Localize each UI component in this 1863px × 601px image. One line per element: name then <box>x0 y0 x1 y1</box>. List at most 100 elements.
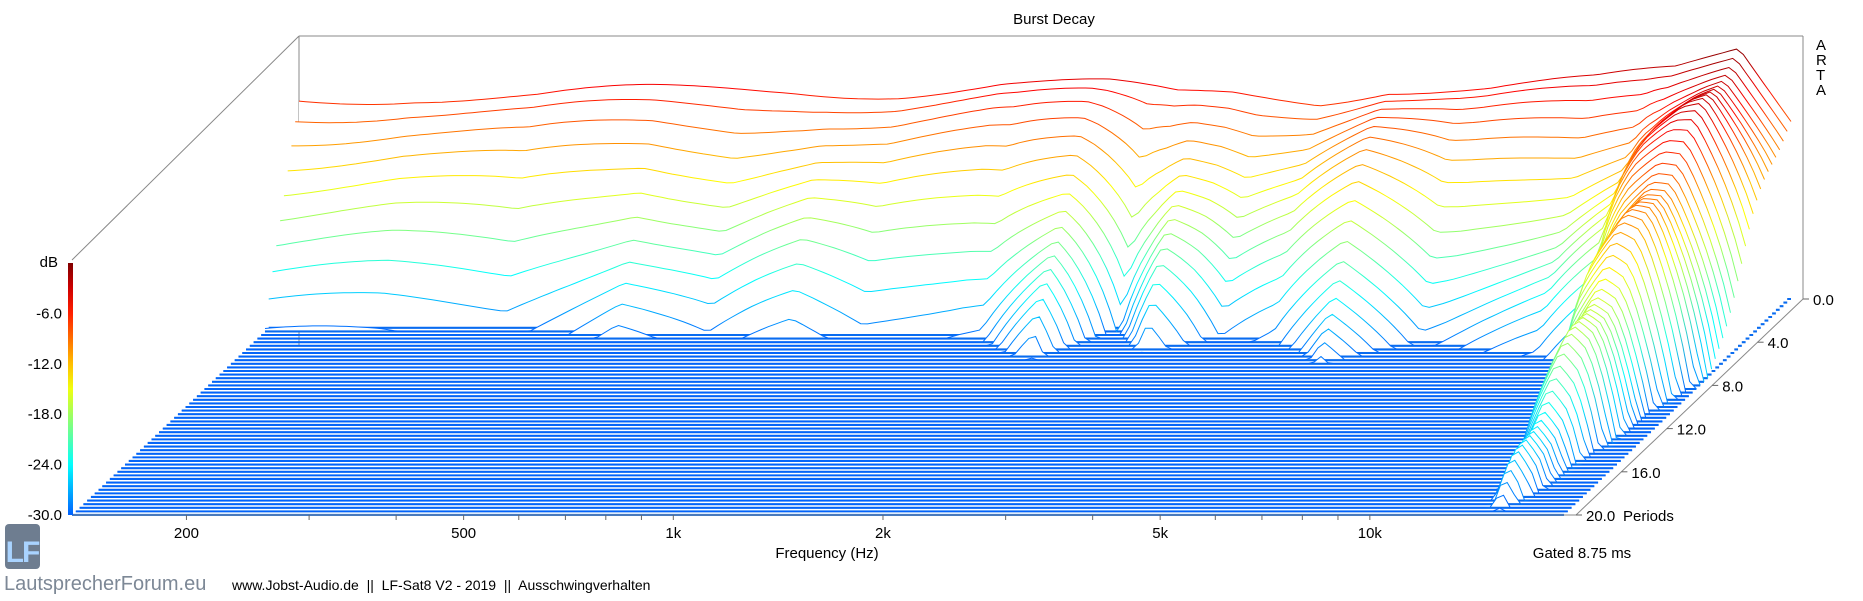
decay-slice <box>75 507 1568 512</box>
decay-slice <box>136 365 1629 455</box>
decay-slice <box>128 390 1621 462</box>
period-axis-unit: Periods <box>1623 508 1674 525</box>
slice-fill <box>125 402 1617 465</box>
decay-slice <box>83 481 1576 505</box>
slice-fill <box>151 327 1644 440</box>
decay-slice <box>249 129 1743 347</box>
decay-slice <box>223 194 1716 372</box>
decay-slice <box>109 430 1602 480</box>
z-tick-label: -12.0 <box>28 356 62 373</box>
decay-slice <box>189 254 1682 404</box>
decay-slice <box>132 378 1625 458</box>
decay-slice <box>140 353 1633 451</box>
decay-slice <box>79 494 1572 509</box>
decay-slice <box>280 85 1773 222</box>
forum-logo: LF LautsprecherForum.eu <box>4 524 206 595</box>
decay-slice <box>230 181 1724 365</box>
decay-slice <box>234 173 1728 361</box>
z-ticks: -6.0 -12.0 -18.0 -24.0 -30.0 <box>28 305 62 524</box>
x-axis-label: Frequency (Hz) <box>775 545 878 562</box>
decay-slice <box>193 242 1686 401</box>
decay-slice <box>170 303 1663 422</box>
waterfall-surface <box>72 48 1792 517</box>
decay-slice <box>238 162 1731 358</box>
x-tick-label: 1k <box>665 525 681 542</box>
decay-slice <box>162 313 1655 430</box>
period-tick-label: 8.0 <box>1722 378 1743 395</box>
decay-slice <box>219 198 1713 376</box>
decay-slice <box>298 48 1792 122</box>
decay-slice <box>106 435 1599 484</box>
decay-slice <box>159 316 1651 433</box>
decay-slice <box>264 97 1758 333</box>
decay-slice <box>246 140 1739 350</box>
decay-slice <box>90 459 1583 498</box>
decay-slice <box>147 333 1640 444</box>
decay-slice <box>174 297 1667 419</box>
decay-slice <box>98 444 1591 491</box>
decay-slice <box>253 119 1747 343</box>
period-tick-label: 12.0 <box>1677 422 1706 439</box>
slice-fill <box>257 110 1750 339</box>
decay-slice <box>200 222 1693 394</box>
decay-slice <box>196 231 1689 397</box>
x-tick-label: 2k <box>875 525 891 542</box>
arta-letter: R <box>1816 52 1827 69</box>
z-tick-label: -6.0 <box>36 305 62 322</box>
decay-slice <box>215 201 1709 379</box>
decay-slice <box>208 208 1701 386</box>
decay-slice <box>272 91 1765 278</box>
chart-title: Burst Decay <box>1013 11 1095 28</box>
decay-slice <box>166 309 1659 426</box>
period-tick-label: 20.0 <box>1586 508 1615 525</box>
logo-box <box>5 524 40 569</box>
decay-slice <box>227 188 1720 368</box>
slice-fill <box>143 343 1636 447</box>
footer-caption: www.Jobst-Audio.de || LF-Sat8 V2 - 2019 … <box>231 577 650 593</box>
decay-slice <box>212 204 1705 383</box>
slice-fill <box>253 119 1746 343</box>
decay-slice <box>117 419 1610 473</box>
decay-slice <box>261 103 1754 336</box>
decay-slice <box>291 66 1784 147</box>
z-tick-label: -24.0 <box>28 457 62 474</box>
arta-letter: A <box>1816 37 1826 54</box>
period-axis-line <box>1575 298 1804 516</box>
decay-slice <box>268 94 1762 312</box>
period-tick-label: 4.0 <box>1768 335 1789 352</box>
colorbar <box>68 263 73 515</box>
z-axis-label: dB <box>40 254 58 271</box>
decay-slice <box>102 439 1595 487</box>
decay-slice <box>295 57 1788 132</box>
x-tick-label: 500 <box>451 525 476 542</box>
frame-diagonal-edge <box>71 35 300 261</box>
decay-slice <box>177 288 1670 415</box>
decay-slice <box>121 411 1614 469</box>
decay-slice <box>185 267 1678 408</box>
z-tick-label: -18.0 <box>28 406 62 423</box>
logo-letters: LF <box>6 536 40 569</box>
arta-letter: T <box>1816 67 1825 84</box>
period-ticks: 0.0 4.0 8.0 12.0 16.0 20.0 <box>1576 292 1834 525</box>
arta-letter: A <box>1816 82 1826 99</box>
x-tick-label: 5k <box>1152 525 1168 542</box>
decay-slice <box>204 214 1697 390</box>
decay-slice <box>94 451 1587 494</box>
decay-slice <box>87 469 1580 502</box>
decay-slice <box>242 151 1735 354</box>
decay-slice <box>155 320 1648 437</box>
x-tick-label: 200 <box>174 525 199 542</box>
decay-slice <box>257 110 1750 340</box>
period-tick-label: 0.0 <box>1813 292 1834 309</box>
gated-annotation: Gated 8.75 ms <box>1533 545 1631 562</box>
logo-text: LautsprecherForum.eu <box>4 573 206 595</box>
decay-slice <box>113 425 1606 476</box>
decay-slice <box>276 88 1769 248</box>
decay-slice <box>125 401 1617 466</box>
decay-slice <box>287 74 1781 172</box>
decay-slice <box>151 326 1644 440</box>
x-ticks: 200 500 1k 2k 5k 10k <box>174 515 1382 542</box>
decay-slice <box>143 342 1636 448</box>
